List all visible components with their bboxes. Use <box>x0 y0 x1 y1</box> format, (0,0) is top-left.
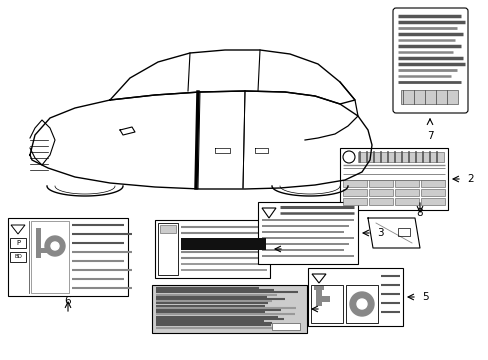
Bar <box>271 323 299 330</box>
Bar <box>342 180 366 187</box>
Circle shape <box>349 292 373 316</box>
Text: 4: 4 <box>325 304 332 314</box>
Bar <box>368 189 392 196</box>
Bar <box>400 90 457 104</box>
Bar <box>321 296 329 302</box>
Circle shape <box>51 242 59 250</box>
Bar <box>258 202 357 264</box>
Bar <box>420 189 444 196</box>
Bar <box>10 238 26 248</box>
Bar <box>357 152 443 162</box>
Bar <box>368 180 392 187</box>
Bar <box>310 285 342 323</box>
Bar <box>181 238 265 250</box>
Text: 5: 5 <box>421 292 428 302</box>
Text: 7: 7 <box>426 131 432 141</box>
Bar <box>420 198 444 205</box>
Bar <box>36 228 41 258</box>
Bar <box>158 223 178 275</box>
Bar <box>394 189 418 196</box>
Bar <box>315 288 321 306</box>
Bar <box>313 286 324 290</box>
Bar <box>8 218 128 296</box>
Bar <box>152 285 306 333</box>
Bar <box>31 221 69 293</box>
Text: 8: 8 <box>416 208 423 218</box>
Text: P: P <box>16 240 20 246</box>
Bar <box>420 180 444 187</box>
Bar <box>307 268 402 326</box>
Text: 3: 3 <box>376 228 383 238</box>
Bar <box>339 148 447 210</box>
Bar <box>394 198 418 205</box>
Bar <box>397 228 409 236</box>
Bar <box>394 180 418 187</box>
FancyBboxPatch shape <box>392 8 467 113</box>
Bar <box>342 189 366 196</box>
Bar <box>342 198 366 205</box>
Bar <box>160 225 176 233</box>
Bar <box>10 252 26 262</box>
Text: 1: 1 <box>288 244 295 254</box>
Bar <box>155 220 269 278</box>
Circle shape <box>45 236 65 256</box>
Bar <box>41 248 49 253</box>
Text: 2: 2 <box>466 174 473 184</box>
Text: 6: 6 <box>64 296 71 306</box>
Bar <box>368 198 392 205</box>
Circle shape <box>356 299 366 309</box>
Text: BD: BD <box>14 255 22 260</box>
Bar <box>346 285 377 323</box>
